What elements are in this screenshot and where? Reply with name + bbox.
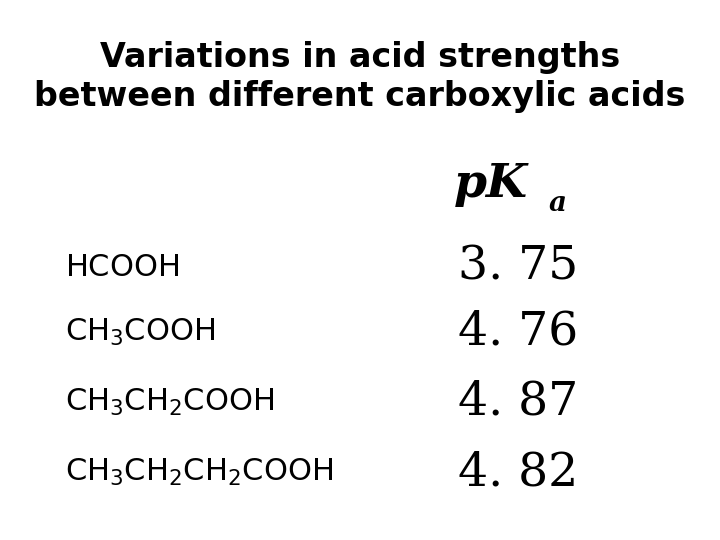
Text: 4. 87: 4. 87 — [458, 380, 578, 425]
Text: pK: pK — [454, 161, 528, 207]
Text: 4. 76: 4. 76 — [458, 309, 578, 355]
Text: Variations in acid strengths
between different carboxylic acids: Variations in acid strengths between dif… — [35, 40, 685, 113]
Text: $\mathregular{CH_3COOH}$: $\mathregular{CH_3COOH}$ — [65, 316, 215, 348]
Text: $\mathregular{CH_3CH_2COOH}$: $\mathregular{CH_3CH_2COOH}$ — [65, 387, 274, 418]
Text: $\mathregular{CH_3CH_2CH_2COOH}$: $\mathregular{CH_3CH_2CH_2COOH}$ — [65, 457, 333, 488]
Text: 3. 75: 3. 75 — [458, 245, 578, 290]
Text: 4. 82: 4. 82 — [458, 450, 578, 495]
Text: $\mathregular{HCOOH}$: $\mathregular{HCOOH}$ — [65, 253, 179, 282]
Text: a: a — [549, 190, 567, 217]
